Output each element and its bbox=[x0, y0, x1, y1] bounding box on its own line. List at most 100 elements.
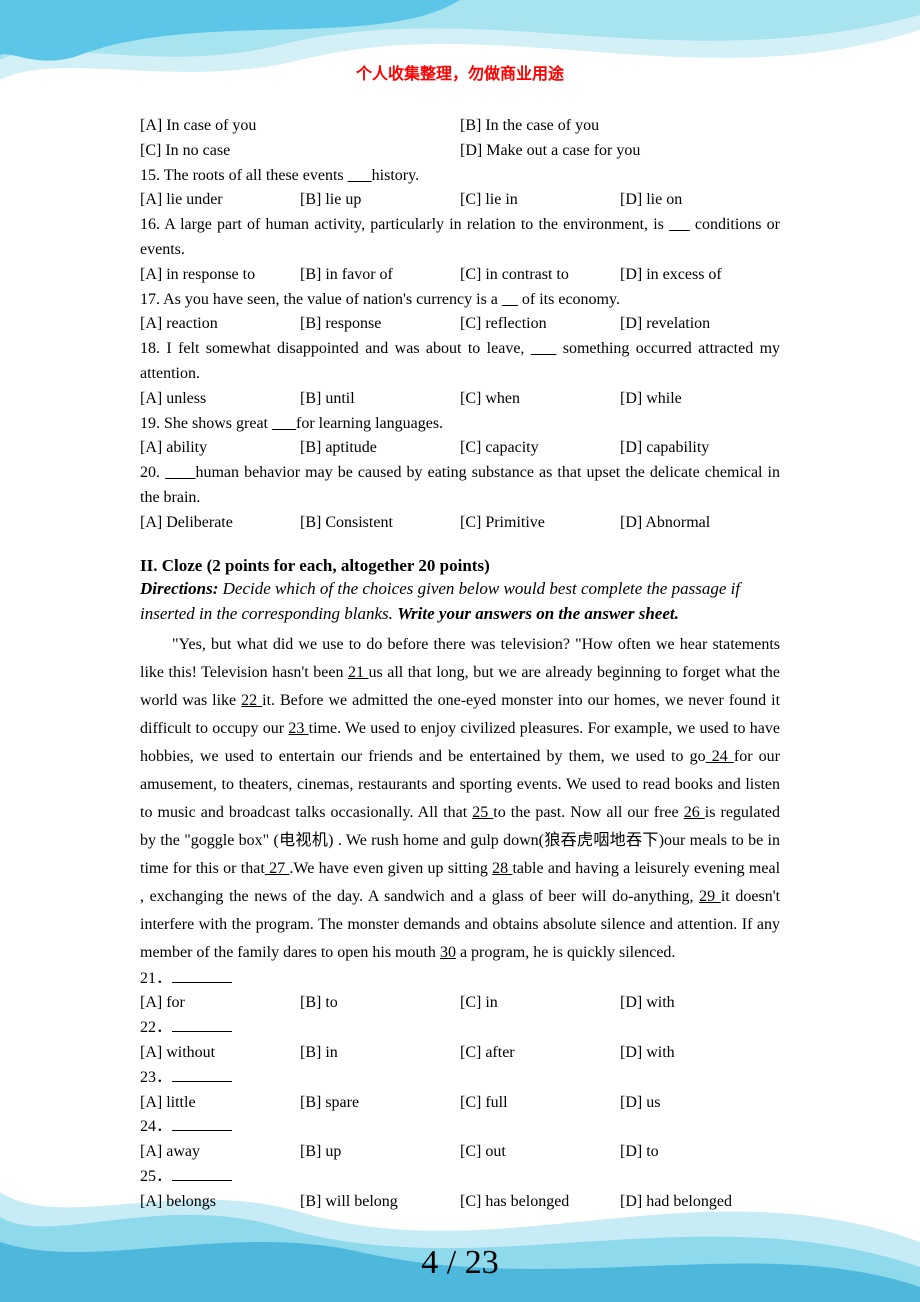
q15-stem: 15. The roots of all these events histor… bbox=[140, 164, 780, 189]
q22-options: [A] without [B] in [C] after [D] with bbox=[140, 1041, 780, 1066]
q15-b: history. bbox=[372, 167, 419, 184]
b30: 30 bbox=[440, 944, 456, 961]
q17-od: [D] revelation bbox=[620, 312, 780, 337]
q18-ob: [B] until bbox=[300, 387, 460, 412]
q18-od: [D] while bbox=[620, 387, 780, 412]
q23-od: [D] us bbox=[620, 1091, 780, 1116]
q24-blank bbox=[172, 1130, 232, 1131]
q19-a: 19. She shows great bbox=[140, 415, 272, 432]
q21-oc: [C] in bbox=[460, 991, 620, 1016]
q20-b: human behavior may be caused by eating s… bbox=[140, 464, 780, 506]
q21-n: 21． bbox=[140, 970, 172, 987]
q17-ob: [B] response bbox=[300, 312, 460, 337]
b21: 21 bbox=[348, 664, 369, 681]
q22-oa: [A] without bbox=[140, 1041, 300, 1066]
q18-stem: 18. I felt somewhat disappointed and was… bbox=[140, 337, 780, 387]
q20-oa: [A] Deliberate bbox=[140, 511, 300, 536]
cn2: 狼吞虎咽地吞下 bbox=[544, 832, 659, 849]
q23-blank bbox=[172, 1081, 232, 1082]
q24-options: [A] away [B] up [C] out [D] to bbox=[140, 1140, 780, 1165]
q22-num: 22． bbox=[140, 1016, 780, 1041]
section2-directions: Directions: Decide which of the choices … bbox=[140, 576, 780, 627]
q21-oa: [A] for bbox=[140, 991, 300, 1016]
b24: 24 bbox=[706, 748, 734, 765]
q24-od: [D] to bbox=[620, 1140, 780, 1165]
q15-oc: [C] lie in bbox=[460, 188, 620, 213]
q20-od: [D] Abnormal bbox=[620, 511, 780, 536]
cn1: 电视机 bbox=[279, 832, 328, 849]
q16-options: [A] in response to [B] in favor of [C] i… bbox=[140, 263, 780, 288]
q25-options: [A] belongs [B] will belong [C] has belo… bbox=[140, 1190, 780, 1215]
b27: 27 bbox=[265, 860, 290, 877]
q21-od: [D] with bbox=[620, 991, 780, 1016]
q15-options: [A] lie under [B] lie up [C] lie in [D] … bbox=[140, 188, 780, 213]
q14-c: [C] In no case bbox=[140, 139, 460, 164]
q24-oa: [A] away bbox=[140, 1140, 300, 1165]
q20-options: [A] Deliberate [B] Consistent [C] Primit… bbox=[140, 511, 780, 536]
q19-oa: [A] ability bbox=[140, 436, 300, 461]
q24-oc: [C] out bbox=[460, 1140, 620, 1165]
q25-oa: [A] belongs bbox=[140, 1190, 300, 1215]
q23-ob: [B] spare bbox=[300, 1091, 460, 1116]
b26: 26 bbox=[684, 804, 705, 821]
q16-ob: [B] in favor of bbox=[300, 263, 460, 288]
q14-d: [D] Make out a case for you bbox=[460, 139, 780, 164]
q17-oc: [C] reflection bbox=[460, 312, 620, 337]
b28: 28 bbox=[492, 860, 512, 877]
q19-ob: [B] aptitude bbox=[300, 436, 460, 461]
q22-od: [D] with bbox=[620, 1041, 780, 1066]
q20-oc: [C] Primitive bbox=[460, 511, 620, 536]
q16-oc: [C] in contrast to bbox=[460, 263, 620, 288]
q23-n: 23． bbox=[140, 1069, 172, 1086]
q24-ob: [B] up bbox=[300, 1140, 460, 1165]
q18-options: [A] unless [B] until [C] when [D] while bbox=[140, 387, 780, 412]
cloze-passage: "Yes, but what did we use to do before t… bbox=[140, 631, 780, 967]
q15-od: [D] lie on bbox=[620, 188, 780, 213]
q25-od: [D] had belonged bbox=[620, 1190, 780, 1215]
q16-stem: 16. A large part of human activity, part… bbox=[140, 213, 780, 263]
q20-ob: [B] Consistent bbox=[300, 511, 460, 536]
q17-oa: [A] reaction bbox=[140, 312, 300, 337]
q20-stem: 20. human behavior may be caused by eati… bbox=[140, 461, 780, 511]
q19-oc: [C] capacity bbox=[460, 436, 620, 461]
q15-blank bbox=[348, 167, 372, 184]
q19-stem: 19. She shows great for learning languag… bbox=[140, 412, 780, 437]
q19-blank bbox=[272, 415, 296, 432]
q18-blank bbox=[531, 340, 557, 357]
q17-options: [A] reaction [B] response [C] reflection… bbox=[140, 312, 780, 337]
q14-options: [A] In case of you [B] In the case of yo… bbox=[140, 114, 780, 164]
q20-a: 20. bbox=[140, 464, 165, 481]
b29: 29 bbox=[699, 888, 721, 905]
q16-a: 16. A large part of human activity, part… bbox=[140, 216, 669, 233]
q16-blank bbox=[669, 216, 690, 233]
section2-title: II. Cloze (2 points for each, altogether… bbox=[140, 556, 780, 576]
q21-options: [A] for [B] to [C] in [D] with bbox=[140, 991, 780, 1016]
page-content: 个人收集整理，勿做商业用途 [A] In case of you [B] In … bbox=[0, 0, 920, 1255]
q21-ob: [B] to bbox=[300, 991, 460, 1016]
dir-label: Directions: bbox=[140, 579, 218, 598]
q22-ob: [B] in bbox=[300, 1041, 460, 1066]
q23-options: [A] little [B] spare [C] full [D] us bbox=[140, 1091, 780, 1116]
p12: a program, he is quickly silenced. bbox=[456, 944, 676, 961]
b23: 23 bbox=[288, 720, 308, 737]
q15-a: 15. The roots of all these events bbox=[140, 167, 348, 184]
q25-ob: [B] will belong bbox=[300, 1190, 460, 1215]
q22-oc: [C] after bbox=[460, 1041, 620, 1066]
p7b: ) . We rush home and gulp down( bbox=[328, 832, 544, 849]
q17-a: 17. As you have seen, the value of natio… bbox=[140, 291, 502, 308]
q24-n: 24． bbox=[140, 1118, 172, 1135]
q22-n: 22． bbox=[140, 1019, 172, 1036]
q15-oa: [A] lie under bbox=[140, 188, 300, 213]
page-number: 4 / 23 bbox=[0, 1244, 920, 1282]
q25-blank bbox=[172, 1180, 232, 1181]
page-header: 个人收集整理，勿做商业用途 bbox=[140, 60, 780, 84]
q19-options: [A] ability [B] aptitude [C] capacity [D… bbox=[140, 436, 780, 461]
q23-oc: [C] full bbox=[460, 1091, 620, 1116]
q25-num: 25． bbox=[140, 1165, 780, 1190]
q21-blank bbox=[172, 982, 232, 983]
q21-num: 21． bbox=[140, 967, 780, 992]
q23-oa: [A] little bbox=[140, 1091, 300, 1116]
b22: 22 bbox=[241, 692, 262, 709]
q19-od: [D] capability bbox=[620, 436, 780, 461]
p9: .We have even given up sitting bbox=[289, 860, 492, 877]
